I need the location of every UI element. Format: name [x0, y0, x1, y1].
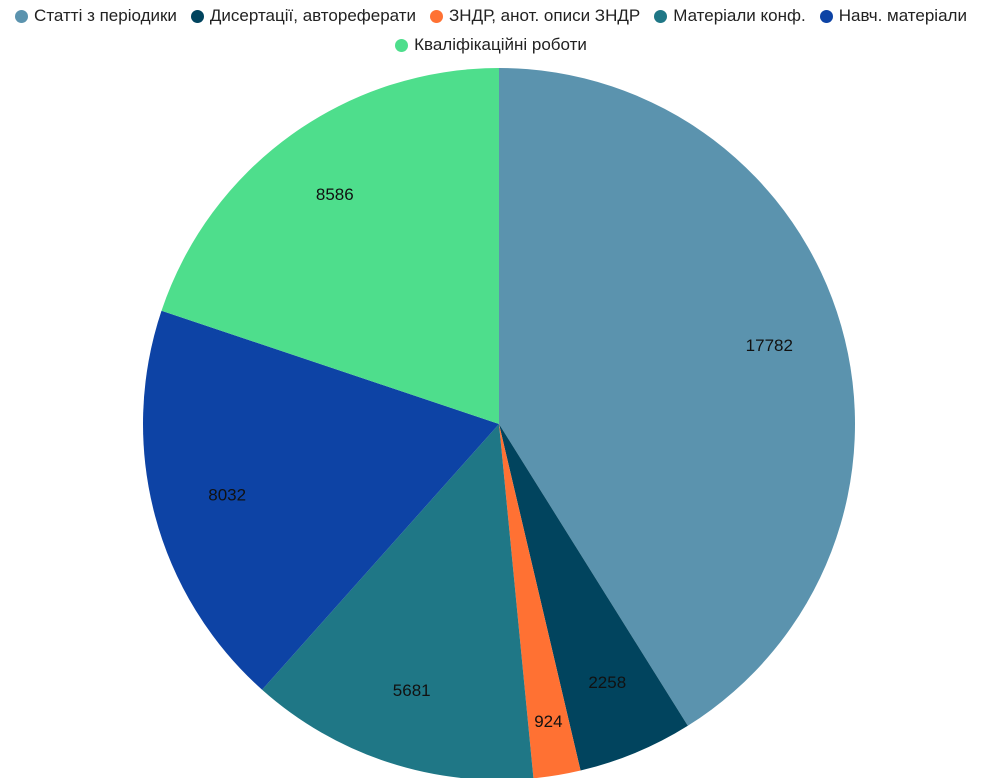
pie-slice: [499, 424, 688, 771]
legend-swatch: [190, 9, 204, 23]
data-label: 2258: [588, 673, 626, 692]
pie-slice: [499, 424, 581, 778]
legend-item: ЗНДР, анот. описи ЗНДР: [430, 6, 640, 26]
legend-item: Кваліфікаційні роботи: [395, 35, 587, 55]
data-label: 924: [534, 712, 562, 731]
legend-swatch: [819, 9, 833, 23]
pie-slice: [142, 310, 500, 690]
legend-swatch: [654, 9, 668, 23]
legend-label: Навч. матеріали: [838, 6, 967, 25]
legend: Статті з періодики Дисертації, авторефера…: [0, 6, 982, 55]
legend-label: Статті з періодики: [34, 6, 177, 25]
legend-item: Дисертації, автореферати: [190, 6, 417, 26]
legend-label: Дисертації, автореферати: [209, 6, 417, 25]
legend-swatch: [430, 9, 444, 23]
pie-slice: [499, 68, 856, 726]
pie-slice: [161, 67, 499, 424]
legend-label: Кваліфікаційні роботи: [414, 35, 587, 54]
legend-item: Навч. матеріали: [819, 6, 967, 26]
pie-slice: [262, 424, 534, 778]
data-label: 17782: [746, 336, 793, 355]
data-label: 5681: [393, 681, 431, 700]
data-label: 8032: [208, 486, 246, 505]
legend-item: Матеріали конф.: [654, 6, 806, 26]
legend-item: Статті з періодики: [15, 6, 177, 26]
legend-label: Матеріали конф.: [673, 6, 806, 25]
data-label: 8586: [316, 185, 354, 204]
legend-swatch: [395, 38, 409, 52]
legend-swatch: [15, 9, 29, 23]
legend-label: ЗНДР, анот. описи ЗНДР: [449, 6, 641, 25]
